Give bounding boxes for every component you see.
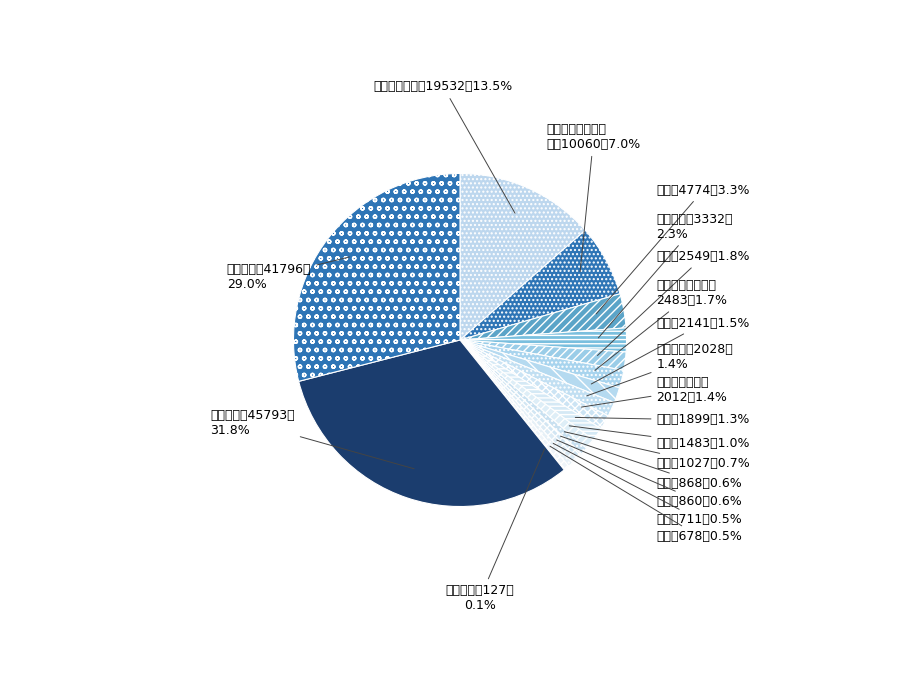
Text: 城镇综合开发，19532，13.5%: 城镇综合开发，19532，13.5% <box>373 80 515 214</box>
Text: 社会保障，127，
0.1%: 社会保障，127， 0.1% <box>445 449 544 612</box>
Wedge shape <box>460 294 626 340</box>
Wedge shape <box>293 173 460 381</box>
Wedge shape <box>460 340 576 462</box>
Text: 体育，1027，0.7%: 体育，1027，0.7% <box>563 432 749 470</box>
Text: 文化，1899，1.3%: 文化，1899，1.3% <box>574 413 749 426</box>
Wedge shape <box>460 328 626 352</box>
Wedge shape <box>460 340 623 388</box>
Wedge shape <box>460 340 600 440</box>
Wedge shape <box>460 340 593 448</box>
Text: 交通运输，45793，
31.8%: 交通运输，45793， 31.8% <box>210 409 414 469</box>
Wedge shape <box>460 340 607 428</box>
Text: 其他，2141，1.5%: 其他，2141，1.5% <box>591 317 749 384</box>
Text: 养老，711，0.5%: 养老，711，0.5% <box>552 443 742 526</box>
Wedge shape <box>460 231 619 340</box>
Wedge shape <box>460 340 572 466</box>
Wedge shape <box>460 340 618 403</box>
Text: 水利建设，3332，
2.3%: 水利建设，3332， 2.3% <box>597 213 732 338</box>
Wedge shape <box>460 340 581 458</box>
Text: 教育，2549，1.8%: 教育，2549，1.8% <box>596 250 749 356</box>
Wedge shape <box>460 340 568 469</box>
Text: 政府基础设施，
2012，1.4%: 政府基础设施， 2012，1.4% <box>581 376 727 407</box>
Text: 生态建设和环境保
护，10060，7.0%: 生态建设和环境保 护，10060，7.0% <box>546 123 641 272</box>
Wedge shape <box>460 340 626 371</box>
Wedge shape <box>460 340 585 454</box>
Text: 农业，860，0.6%: 农业，860，0.6% <box>556 440 742 508</box>
Wedge shape <box>460 173 584 340</box>
Text: 旅游，4774，3.3%: 旅游，4774，3.3% <box>596 184 749 314</box>
Wedge shape <box>460 340 614 416</box>
Text: 医疗卫生，2028，
1.4%: 医疗卫生，2028， 1.4% <box>586 343 732 396</box>
Text: 市政工程，41796，
29.0%: 市政工程，41796， 29.0% <box>227 257 349 291</box>
Wedge shape <box>460 340 564 470</box>
Text: 保障性安居工程，
2483，1.7%: 保障性安居工程， 2483，1.7% <box>595 279 727 371</box>
Text: 林业，1483，1.0%: 林业，1483，1.0% <box>569 426 749 449</box>
Wedge shape <box>299 340 563 507</box>
Text: 能源，678，0.5%: 能源，678，0.5% <box>550 446 742 543</box>
Text: 科技，868，0.6%: 科技，868，0.6% <box>560 436 742 490</box>
